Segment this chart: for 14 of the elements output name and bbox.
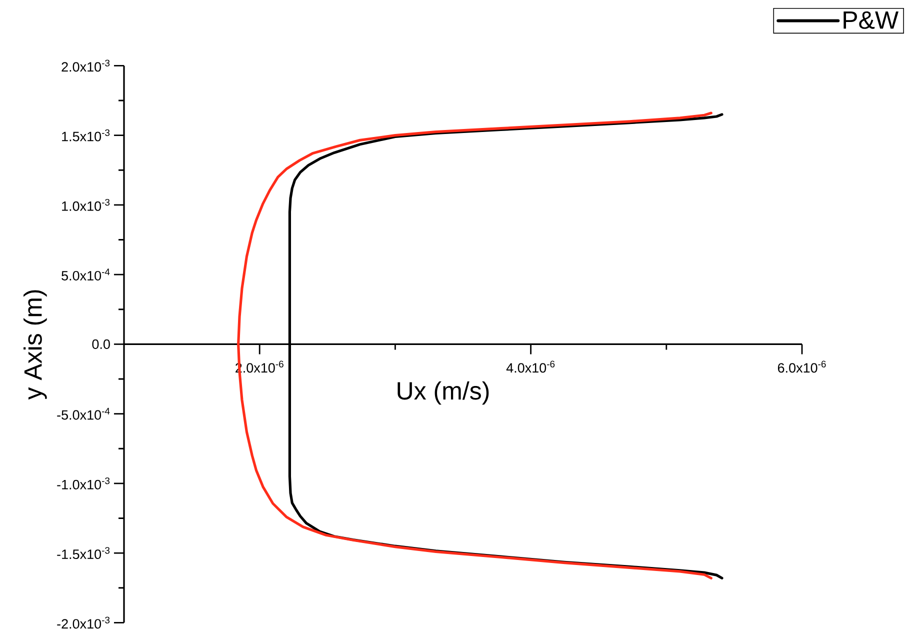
x-tick-label: 6.0x10$^{-6}$ <box>778 360 826 373</box>
y-tick-label: 2.0x10$^{-3}$ <box>62 60 110 72</box>
y-tick-label: -2.0x10$^{-3}$ <box>57 616 110 629</box>
y-tick-label: 5.0x10$^{-4}$ <box>62 268 110 280</box>
y-tick-label: -5.0x10$^{-4}$ <box>57 408 110 420</box>
legend-label: P&W <box>844 11 898 29</box>
x-axis-title: Ux (m/s) <box>398 381 489 405</box>
y-tick-label: 0.0 <box>92 339 110 349</box>
y-tick-label: 1.0x10$^{-3}$ <box>62 198 110 211</box>
y-tick-label: -1.0x10$^{-3}$ <box>57 477 110 490</box>
x-tick-label: 4.0x10$^{-6}$ <box>506 360 555 373</box>
y-axis-title: y Axis (m) <box>24 290 47 400</box>
y-tick-label: -1.5x10$^{-3}$ <box>57 547 110 560</box>
y-tick-label: 1.5x10$^{-3}$ <box>62 129 110 142</box>
